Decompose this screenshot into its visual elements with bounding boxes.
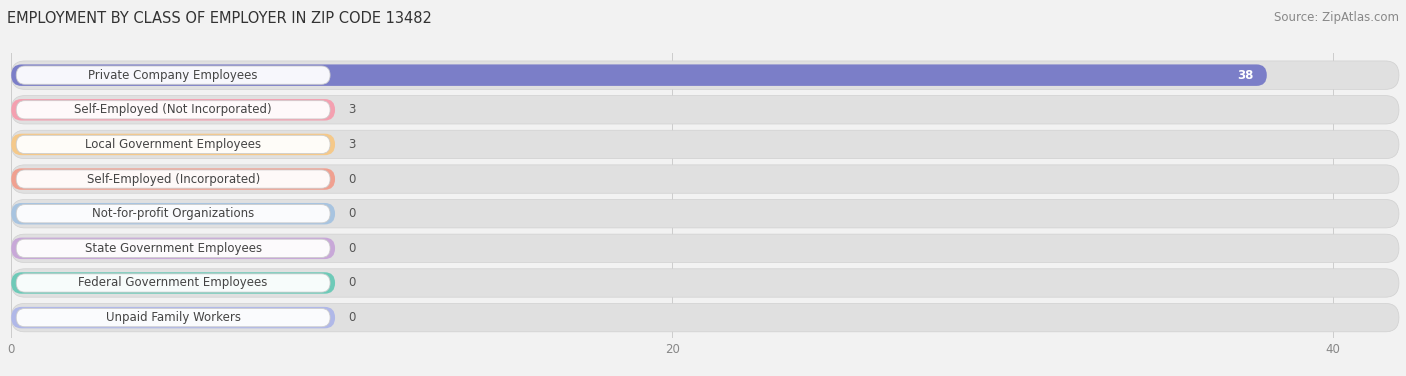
- FancyBboxPatch shape: [17, 274, 330, 292]
- FancyBboxPatch shape: [17, 205, 330, 223]
- FancyBboxPatch shape: [11, 269, 1399, 297]
- Text: Local Government Employees: Local Government Employees: [86, 138, 262, 151]
- FancyBboxPatch shape: [11, 61, 1399, 89]
- Text: Federal Government Employees: Federal Government Employees: [79, 276, 267, 290]
- Text: 38: 38: [1237, 69, 1254, 82]
- FancyBboxPatch shape: [11, 134, 335, 155]
- FancyBboxPatch shape: [11, 203, 335, 224]
- FancyBboxPatch shape: [11, 96, 1399, 124]
- FancyBboxPatch shape: [11, 165, 1399, 193]
- Text: Unpaid Family Workers: Unpaid Family Workers: [105, 311, 240, 324]
- Text: Private Company Employees: Private Company Employees: [89, 69, 257, 82]
- FancyBboxPatch shape: [11, 99, 335, 121]
- Text: 0: 0: [349, 173, 356, 186]
- FancyBboxPatch shape: [17, 101, 330, 119]
- Text: 0: 0: [349, 207, 356, 220]
- FancyBboxPatch shape: [11, 200, 1399, 228]
- Text: EMPLOYMENT BY CLASS OF EMPLOYER IN ZIP CODE 13482: EMPLOYMENT BY CLASS OF EMPLOYER IN ZIP C…: [7, 11, 432, 26]
- Text: 0: 0: [349, 242, 356, 255]
- Text: 0: 0: [349, 276, 356, 290]
- Text: 3: 3: [349, 138, 356, 151]
- FancyBboxPatch shape: [17, 66, 330, 84]
- FancyBboxPatch shape: [11, 272, 335, 294]
- FancyBboxPatch shape: [11, 130, 1399, 159]
- FancyBboxPatch shape: [17, 239, 330, 258]
- FancyBboxPatch shape: [11, 303, 1399, 332]
- Text: 0: 0: [349, 311, 356, 324]
- Text: State Government Employees: State Government Employees: [84, 242, 262, 255]
- FancyBboxPatch shape: [11, 307, 335, 328]
- FancyBboxPatch shape: [17, 135, 330, 153]
- FancyBboxPatch shape: [11, 234, 1399, 262]
- Text: Not-for-profit Organizations: Not-for-profit Organizations: [91, 207, 254, 220]
- FancyBboxPatch shape: [11, 64, 1267, 86]
- Text: Self-Employed (Incorporated): Self-Employed (Incorporated): [87, 173, 260, 186]
- Text: 3: 3: [349, 103, 356, 116]
- Text: Source: ZipAtlas.com: Source: ZipAtlas.com: [1274, 11, 1399, 24]
- FancyBboxPatch shape: [11, 168, 335, 190]
- Text: Self-Employed (Not Incorporated): Self-Employed (Not Incorporated): [75, 103, 271, 116]
- FancyBboxPatch shape: [11, 238, 335, 259]
- FancyBboxPatch shape: [17, 170, 330, 188]
- FancyBboxPatch shape: [17, 308, 330, 327]
